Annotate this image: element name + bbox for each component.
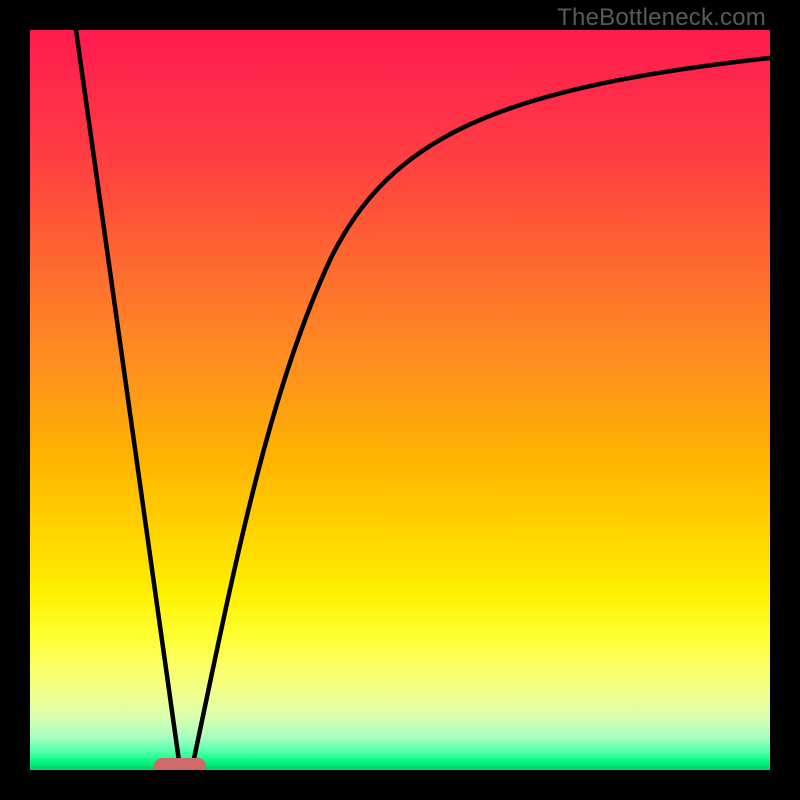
right-saturating-curve (192, 58, 770, 768)
left-diagonal-line (76, 30, 180, 768)
curves-svg (30, 30, 770, 770)
watermark-text: TheBottleneck.com (557, 4, 766, 32)
plot-area (30, 30, 770, 770)
bottleneck-marker (154, 758, 206, 770)
chart-root: { "watermark": { "text": "TheBottleneck.… (0, 0, 800, 800)
